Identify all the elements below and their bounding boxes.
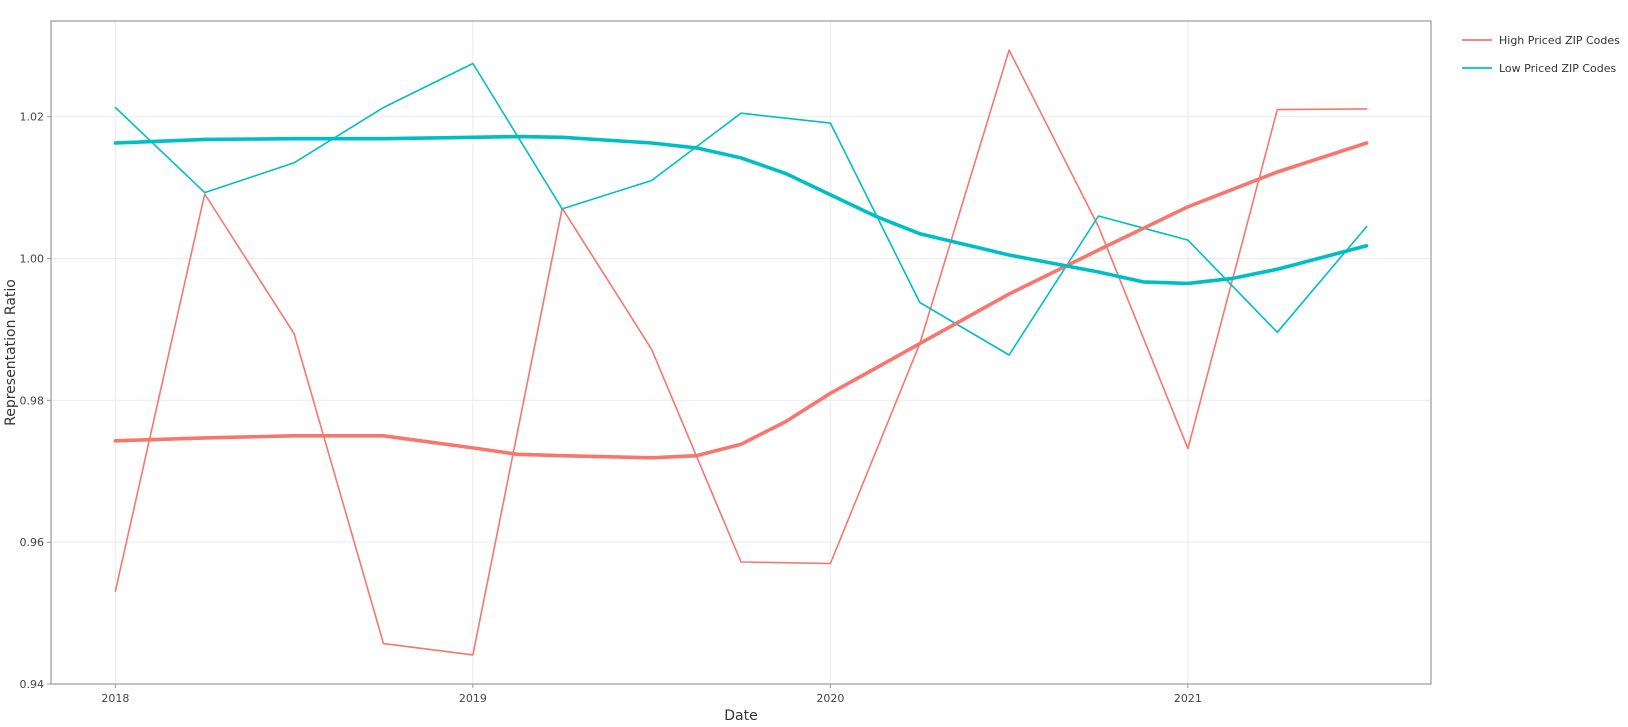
legend-label: High Priced ZIP Codes: [1499, 34, 1620, 47]
smooth-trend-line-2: [113, 141, 1369, 460]
legend-label: Low Priced ZIP Codes: [1499, 62, 1617, 75]
y-tick-label: 1.00: [20, 253, 45, 266]
legend: High Priced ZIP Codes Low Priced ZIP Code…: [1462, 34, 1620, 75]
plot-border: [50, 20, 1432, 685]
series-line-0: [114, 49, 1368, 656]
x-axis-title: Date: [724, 708, 757, 724]
smooth-trend-line-3: [113, 134, 1369, 286]
series-layer: [113, 49, 1369, 656]
series-line-1: [114, 62, 1368, 356]
grid-layer: [51, 21, 1431, 685]
y-tick-label: 0.96: [20, 536, 45, 549]
y-tick-label: 0.98: [20, 394, 45, 407]
axis-layer: 0.94 0.96 0.98 1.00 1.02 2018 2019 2020 2021: [20, 111, 1202, 705]
y-tick-label: 0.94: [20, 678, 45, 691]
x-tick-label: 2020: [816, 692, 844, 705]
y-axis-title: Representation Ratio: [3, 279, 19, 426]
x-tick-label: 2018: [101, 692, 129, 705]
x-tick-label: 2021: [1174, 692, 1202, 705]
x-tick-label: 2019: [459, 692, 487, 705]
y-tick-label: 1.02: [20, 111, 45, 124]
